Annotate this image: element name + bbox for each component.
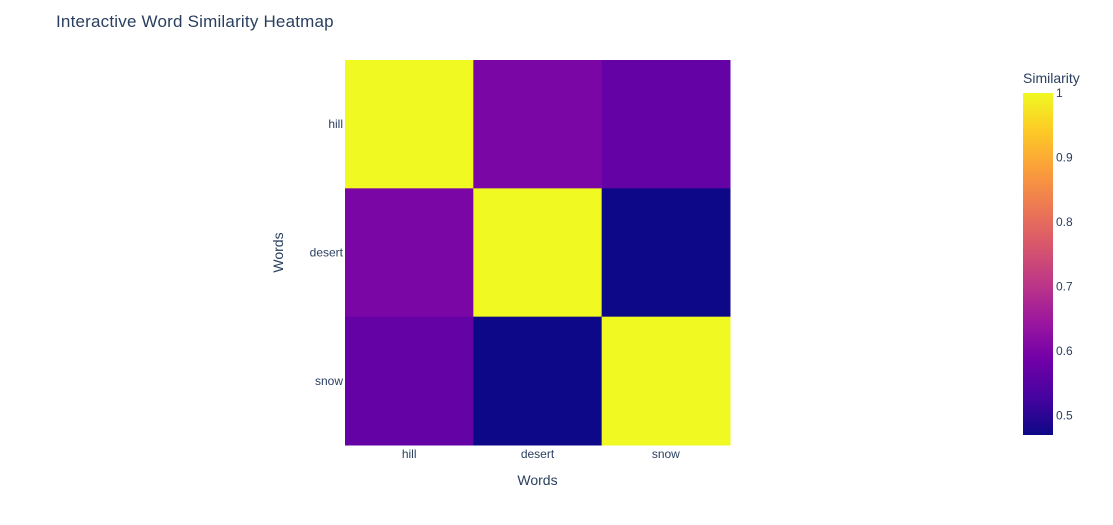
chart-title: Interactive Word Similarity Heatmap xyxy=(56,12,334,31)
colorbar-ticks: 0.5 0.6 0.7 0.8 0.9 1 xyxy=(1056,86,1073,423)
heatmap-cell-snow-hill[interactable] xyxy=(345,316,474,446)
colorbar: Similarity 0.5 0.6 0.7 0.8 0.9 1 xyxy=(1023,70,1080,435)
colorbar-tick-label: 0.8 xyxy=(1056,215,1073,229)
heatmap-cell-snow-desert[interactable] xyxy=(473,316,603,446)
colorbar-tick-label: 0.7 xyxy=(1056,280,1073,294)
y-tick-label: desert xyxy=(310,246,344,260)
colorbar-tick-label: 0.5 xyxy=(1056,409,1073,423)
colorbar-tick-label: 0.9 xyxy=(1056,151,1073,165)
x-tick-label: desert xyxy=(521,447,555,461)
heatmap-cells[interactable] xyxy=(345,60,731,446)
heatmap-cell-hill-desert[interactable] xyxy=(473,60,603,189)
heatmap-cell-desert-snow[interactable] xyxy=(601,188,731,318)
y-tick-label: snow xyxy=(315,374,343,388)
x-tick-label: snow xyxy=(652,447,680,461)
colorbar-gradient xyxy=(1023,93,1053,435)
heatmap-cell-hill-snow[interactable] xyxy=(601,60,731,189)
colorbar-tick-label: 0.6 xyxy=(1056,344,1073,358)
x-axis-title: Words xyxy=(517,472,557,488)
y-axis-ticks: hill desert snow xyxy=(310,117,344,388)
heatmap-cell-desert-desert[interactable] xyxy=(473,188,603,318)
x-axis-ticks: hill desert snow xyxy=(402,447,680,461)
heatmap-cell-snow-snow[interactable] xyxy=(601,316,731,446)
y-axis-title: Words xyxy=(270,232,286,272)
y-tick-label: hill xyxy=(328,117,343,131)
x-tick-label: hill xyxy=(402,447,417,461)
colorbar-tick-label: 1 xyxy=(1056,86,1063,100)
heatmap-cell-desert-hill[interactable] xyxy=(345,188,474,318)
colorbar-title: Similarity xyxy=(1023,70,1080,86)
heatmap-cell-hill-hill[interactable] xyxy=(345,60,474,189)
